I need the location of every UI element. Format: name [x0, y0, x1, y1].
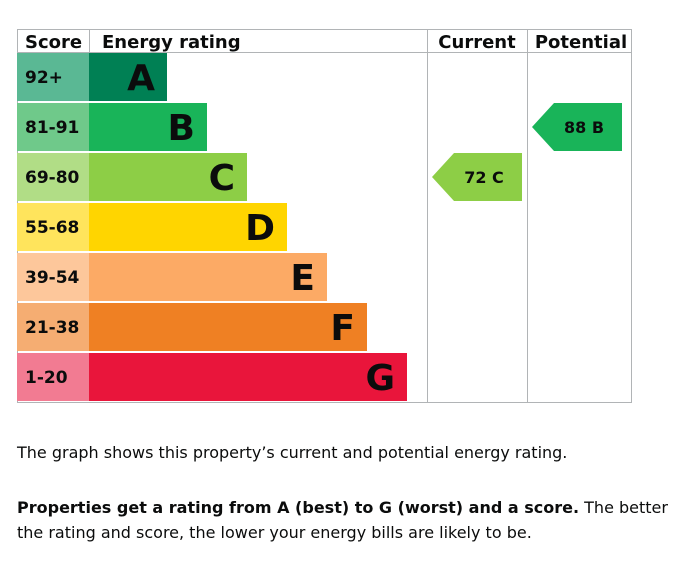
rating-bands: 92+ A 81-91 B 69-80 C 55-68 D 39-54 E 21-38 F 1-20 G [17, 53, 407, 401]
band-letter-f: F [330, 308, 355, 349]
score-range-c: 69-80 [25, 168, 80, 188]
description-rest: The better the rating and score, the low… [17, 498, 668, 542]
score-cell-e [17, 253, 89, 301]
band-letter-e: E [290, 258, 315, 299]
header-current: Current [438, 32, 516, 53]
header-potential: Potential [535, 32, 627, 53]
rating-arrows: 72 C 88 B [432, 103, 622, 201]
header-energy-rating: Energy rating [102, 32, 241, 53]
score-cell-b [17, 103, 89, 151]
score-cell-f [17, 303, 89, 351]
score-cell-c [17, 153, 89, 201]
band-bar-a [89, 53, 167, 101]
band-letter-b: B [168, 108, 195, 149]
current-arrow-label: 72 C [464, 168, 504, 187]
score-range-e: 39-54 [25, 268, 80, 288]
band-letter-c: C [209, 158, 235, 199]
score-range-a: 92+ [25, 68, 63, 88]
description-paragraph: Properties get a rating from A (best) to… [17, 495, 677, 545]
score-cell-a [17, 53, 89, 101]
band-bar-g [89, 353, 407, 401]
score-range-b: 81-91 [25, 118, 79, 138]
potential-arrow-label: 88 B [564, 118, 604, 137]
band-letter-g: G [365, 358, 395, 399]
score-cell-g [17, 353, 89, 401]
band-bar-f [89, 303, 367, 351]
score-cell-d [17, 203, 89, 251]
description-line-1: The graph shows this property’s current … [17, 443, 568, 462]
potential-arrow [532, 103, 622, 151]
epc-chart: Score Energy rating Current Potential 92… [17, 29, 632, 403]
band-bar-c [89, 153, 247, 201]
band-bar-d [89, 203, 287, 251]
header-score: Score [25, 32, 82, 53]
score-range-d: 55-68 [25, 218, 79, 238]
band-letter-a: A [127, 58, 155, 99]
band-bar-e [89, 253, 327, 301]
score-range-g: 1-20 [25, 368, 68, 388]
score-range-f: 21-38 [25, 318, 79, 338]
current-arrow [432, 153, 522, 201]
band-letter-d: D [245, 208, 275, 249]
description-bold: Properties get a rating from A (best) to… [17, 498, 580, 517]
band-bar-b [89, 103, 207, 151]
